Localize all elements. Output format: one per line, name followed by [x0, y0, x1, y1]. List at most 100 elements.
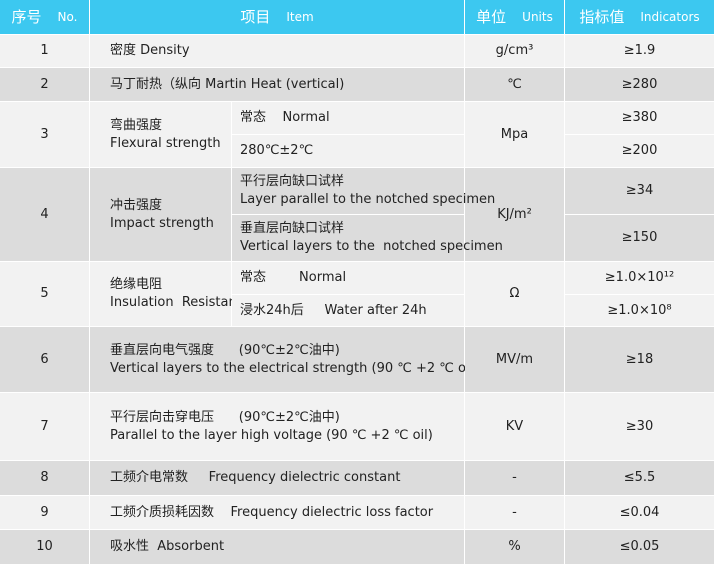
- unit: MV/m: [495, 351, 534, 367]
- indicator: ≥1.0×10¹²: [604, 270, 675, 285]
- sub-item-text: 常态 Normal: [240, 270, 347, 285]
- header-cell: 序号 No.: [0, 0, 90, 35]
- item: 弯曲强度 Flexural strength: [90, 102, 232, 168]
- sub-item: 常态 Normal: [232, 262, 465, 295]
- indicator: ≥34: [625, 183, 654, 198]
- item-text: 平行层向击穿电压 (90℃±2℃油中): [110, 409, 340, 425]
- header-cn: 指标值: [579, 8, 625, 26]
- sub-item: 垂直层向缺口试样 Vertical layers to the notched s…: [232, 215, 503, 262]
- unit: g/cm³: [495, 43, 534, 58]
- row-number: 3: [0, 102, 90, 168]
- header-cn: 项目: [240, 8, 271, 26]
- unit: %: [508, 539, 521, 554]
- row-number: 8: [0, 461, 90, 496]
- indicator: ≥280: [621, 76, 658, 92]
- item: 工频介电常数 Frequency dielectric constant: [90, 461, 465, 496]
- unit: g/cm³: [465, 35, 565, 68]
- row-number: 6: [0, 327, 90, 393]
- item: 平行层向击穿电压 (90℃±2℃油中) Parallel to the layer…: [90, 393, 465, 461]
- indicator: ≥1.0×10¹²: [565, 262, 715, 295]
- row-number: 1: [40, 43, 49, 58]
- indicator: ≥150: [621, 230, 658, 245]
- unit: KJ/m²: [497, 206, 532, 222]
- item-text: 冲击强度: [110, 197, 163, 213]
- item-text: Insulation Resistance: [110, 295, 252, 310]
- header-cell: 单位 Units: [465, 0, 565, 35]
- unit: Mpa: [465, 102, 565, 168]
- indicator: ≥380: [621, 110, 658, 125]
- item-text: Parallel to the layer high voltage (90 ℃…: [110, 427, 433, 443]
- sub-item: 浸水24h后 Water after 24h: [232, 295, 465, 327]
- indicator: ≤0.04: [565, 496, 715, 530]
- item-text: Vertical layers to the electrical streng…: [110, 360, 479, 376]
- unit: -: [465, 461, 565, 496]
- sub-item-text: Vertical layers to the notched specimen: [240, 239, 503, 254]
- item: 吸水性 Absorbent: [90, 530, 465, 565]
- item-text: 绝缘电阻: [110, 277, 163, 292]
- row-number: 6: [40, 351, 49, 367]
- unit: Mpa: [500, 126, 529, 142]
- sub-item-text: 浸水24h后 Water after 24h: [240, 302, 427, 318]
- item-text: 马丁耐热（纵向 Martin Heat (vertical): [110, 76, 345, 92]
- header-cell: 项目 Item: [90, 0, 465, 35]
- unit: Ω: [465, 262, 565, 327]
- row-number: 5: [0, 262, 90, 327]
- header-cell: 指标值 Indicators: [565, 0, 715, 35]
- unit: KV: [505, 418, 524, 434]
- row-number: 5: [40, 286, 49, 301]
- row-number: 9: [40, 504, 49, 520]
- header-cn: 序号: [11, 8, 42, 26]
- indicator: ≤5.5: [565, 461, 715, 496]
- item-text: 吸水性 Absorbent: [110, 539, 225, 554]
- indicator: ≤0.05: [619, 539, 660, 554]
- row-number: 8: [40, 470, 49, 485]
- row-number: 4: [0, 168, 90, 262]
- indicator: ≥200: [621, 143, 658, 158]
- row-number: 4: [40, 206, 49, 222]
- unit: -: [465, 496, 565, 530]
- item: 冲击强度 Impact strength: [90, 168, 232, 262]
- unit: -: [512, 470, 517, 485]
- item: 马丁耐热（纵向 Martin Heat (vertical): [90, 68, 465, 102]
- sub-item-text: 垂直层向缺口试样: [240, 221, 345, 236]
- unit: %: [465, 530, 565, 565]
- sub-item-text: Layer parallel to the notched specimen: [240, 192, 496, 207]
- sub-item-text: 280℃±2℃: [240, 143, 314, 158]
- sub-item-text: 平行层向缺口试样: [240, 174, 345, 189]
- unit: Ω: [509, 286, 520, 301]
- item: 工频介质损耗因数 Frequency dielectric loss facto…: [90, 496, 465, 530]
- item-text: 工频介质损耗因数 Frequency dielectric loss facto…: [110, 504, 434, 520]
- indicator: ≥1.0×10⁸: [565, 295, 715, 327]
- indicator: ≥34: [565, 168, 715, 215]
- sub-item-text: 常态 Normal: [240, 110, 330, 125]
- indicator: ≥1.0×10⁸: [607, 302, 672, 318]
- row-number: 2: [0, 68, 90, 102]
- indicator: ≤0.05: [565, 530, 715, 565]
- header-en: Indicators: [640, 10, 700, 24]
- indicator: ≤5.5: [623, 470, 656, 485]
- row-number: 1: [0, 35, 90, 68]
- unit: MV/m: [465, 327, 565, 393]
- row-number: 7: [40, 418, 49, 434]
- unit: KJ/m²: [465, 168, 565, 262]
- row-number: 3: [40, 126, 49, 142]
- header-en: No.: [57, 10, 78, 24]
- indicator: ≥18: [565, 327, 715, 393]
- item-text: Flexural strength: [110, 135, 221, 151]
- indicator: ≥18: [625, 351, 654, 367]
- indicator: ≥1.9: [623, 43, 656, 58]
- row-number: 2: [40, 76, 49, 92]
- item-text: 密度 Density: [110, 43, 190, 58]
- indicator: ≥150: [565, 215, 715, 262]
- header-cn: 单位: [476, 8, 507, 26]
- item-text: 垂直层向电气强度 (90℃±2℃油中): [110, 342, 340, 358]
- item: 垂直层向电气强度 (90℃±2℃油中) Vertical layers to th…: [90, 327, 479, 393]
- sub-item: 平行层向缺口试样 Layer parallel to the notched sp…: [232, 168, 496, 215]
- indicator: ≤0.04: [619, 504, 660, 520]
- item: 密度 Density: [90, 35, 465, 68]
- indicator: ≥380: [565, 102, 715, 135]
- item-text: 工频介电常数 Frequency dielectric constant: [110, 470, 401, 485]
- unit: ℃: [465, 68, 565, 102]
- item: 绝缘电阻 Insulation Resistance: [90, 262, 252, 327]
